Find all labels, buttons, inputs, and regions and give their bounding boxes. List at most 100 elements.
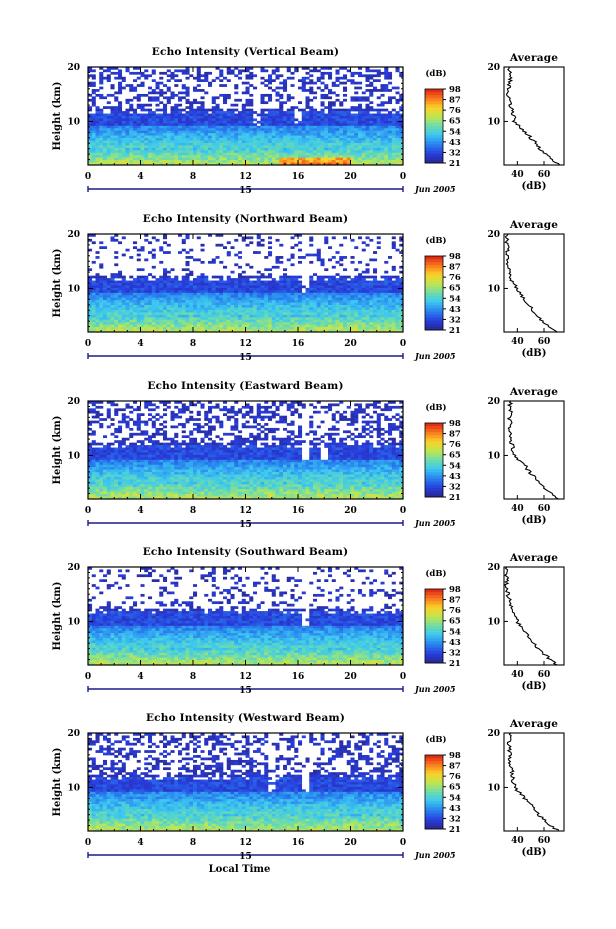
colorbar-tick-label: 87 — [449, 96, 461, 106]
x-tick-label: 12 — [239, 506, 252, 516]
colorbar-tick-label: 32 — [449, 148, 461, 158]
colorbar-tick-label: 98 — [449, 419, 461, 429]
average-frame — [503, 566, 565, 666]
colorbar-tick-label: 65 — [449, 284, 461, 294]
y-tick-label: 10 — [67, 617, 80, 627]
colorbar-tick-label: 21 — [449, 825, 461, 835]
colorbar-unit: (dB) — [425, 568, 446, 579]
colorbar-tick-label: 21 — [449, 659, 461, 669]
colorbar-tick-label: 65 — [449, 617, 461, 627]
average-title: Average — [509, 386, 558, 398]
colorbar-unit: (dB) — [425, 734, 446, 745]
average-x-tick-label: 40 — [511, 504, 524, 514]
x-axis-label: Local Time — [209, 864, 271, 875]
colorbar-tick-label: 54 — [449, 461, 461, 471]
average-profile-panel: Average 40 60 20 10 (dB) — [487, 52, 565, 192]
beam-panel-0: Echo Intensity (Vertical Beam) 20 10 Height… — [52, 46, 565, 196]
heatmap-cells — [88, 401, 404, 500]
average-frame — [503, 732, 565, 832]
beam-panel-2: Echo Intensity (Eastward Beam) 20 10 Height… — [52, 380, 565, 530]
y-axis-label: Height (km) — [52, 582, 63, 651]
x-tick-label: 0 — [85, 339, 91, 349]
average-y-tick-label: 20 — [487, 397, 500, 407]
average-x-tick-label: 40 — [511, 670, 524, 680]
colorbar-tick-label: 76 — [449, 273, 461, 283]
average-x-tick-label: 40 — [511, 337, 524, 347]
average-x-tick-label: 40 — [511, 170, 524, 180]
date-day-label: 15 — [239, 520, 252, 530]
y-tick-label: 20 — [67, 563, 80, 573]
average-x-tick-label: 60 — [538, 504, 551, 514]
x-tick-label: 8 — [190, 506, 196, 516]
x-tick-label: 16 — [292, 838, 305, 848]
x-tick-label: 16 — [292, 339, 305, 349]
y-tick-label: 20 — [67, 729, 80, 739]
average-x-tick-label: 60 — [538, 337, 551, 347]
colorbar-tick-label: 21 — [449, 493, 461, 503]
y-tick-label: 10 — [67, 783, 80, 793]
x-tick-label: 4 — [137, 838, 143, 848]
x-tick-label: 4 — [137, 339, 143, 349]
panel-title: Echo Intensity (Vertical Beam) — [152, 46, 339, 58]
colorbar-unit: (dB) — [425, 402, 446, 413]
y-axis-label: Height (km) — [52, 82, 63, 151]
y-axis-label: Height (km) — [52, 249, 63, 318]
average-x-tick-label: 60 — [538, 836, 551, 846]
date-day-label: 15 — [239, 186, 252, 196]
average-y-tick-label: 10 — [487, 284, 500, 294]
x-tick-label: 20 — [344, 506, 357, 516]
colorbar-tick-label: 76 — [449, 606, 461, 616]
colorbar-tick-label: 54 — [449, 127, 461, 137]
colorbar-tick-label: 43 — [449, 138, 461, 148]
x-tick-label: 12 — [239, 172, 252, 182]
average-profile-panel: Average 40 60 20 10 (dB) — [487, 552, 565, 692]
x-tick-label: 12 — [239, 838, 252, 848]
x-tick-label: 0 — [400, 172, 406, 182]
x-tick-label: 20 — [344, 172, 357, 182]
colorbar-tick-label: 32 — [449, 814, 461, 824]
x-tick-label: 0 — [400, 672, 406, 682]
average-frame — [503, 66, 565, 166]
average-y-tick-label: 10 — [487, 117, 500, 127]
x-tick-label: 0 — [85, 172, 91, 182]
beam-panel-3: Echo Intensity (Southward Beam) 20 10 Heigh… — [52, 546, 565, 696]
beam-panel-1: Echo Intensity (Northward Beam) 20 10 Heigh… — [52, 213, 565, 363]
average-title: Average — [509, 52, 558, 64]
date-day-label: 15 — [239, 353, 252, 363]
colorbar-unit: (dB) — [425, 68, 446, 79]
heatmap-cells — [88, 567, 404, 666]
x-tick-label: 0 — [85, 672, 91, 682]
colorbar-tick-label: 98 — [449, 585, 461, 595]
average-title: Average — [509, 552, 558, 564]
colorbar-tick-label: 32 — [449, 315, 461, 325]
heatmap-cells — [88, 733, 404, 832]
y-axis-label: Height (km) — [52, 416, 63, 485]
x-tick-label: 0 — [400, 506, 406, 516]
colorbar-tick-label: 32 — [449, 648, 461, 658]
x-tick-label: 0 — [85, 506, 91, 516]
colorbar-tick-label: 43 — [449, 472, 461, 482]
average-title: Average — [509, 718, 558, 730]
panel-title: Echo Intensity (Northward Beam) — [143, 213, 349, 225]
x-tick-label: 4 — [137, 506, 143, 516]
x-tick-label: 4 — [137, 172, 143, 182]
average-y-tick-label: 20 — [487, 729, 500, 739]
x-tick-label: 4 — [137, 672, 143, 682]
date-month-label: Jun 2005 — [413, 184, 456, 194]
colorbar-tick-label: 98 — [449, 252, 461, 262]
x-tick-label: 8 — [190, 339, 196, 349]
date-month-label: Jun 2005 — [413, 351, 456, 361]
colorbar-tick-label: 87 — [449, 762, 461, 772]
average-x-label: (dB) — [522, 681, 547, 692]
y-axis-label: Height (km) — [52, 748, 63, 817]
y-tick-label: 20 — [67, 63, 80, 73]
average-profile-panel: Average 40 60 20 10 (dB) — [487, 386, 565, 526]
x-tick-label: 8 — [190, 838, 196, 848]
colorbar-tick-label: 21 — [449, 159, 461, 169]
x-tick-label: 16 — [292, 672, 305, 682]
colorbar-tick-label: 65 — [449, 451, 461, 461]
